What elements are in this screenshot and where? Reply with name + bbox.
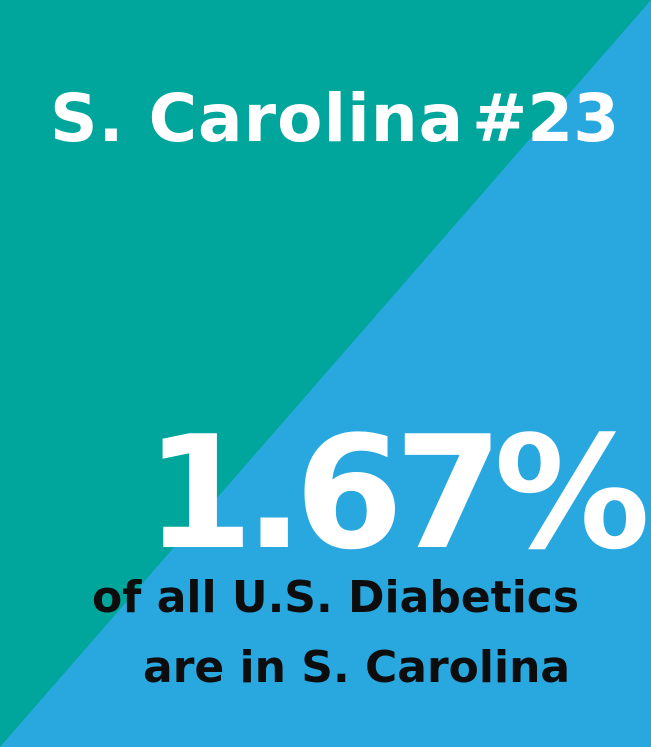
caption-line-2: are in S. Carolina — [143, 642, 571, 693]
diabetics-percentage-value: 1.67% — [145, 402, 650, 584]
state-rank-label: #23 — [472, 80, 620, 157]
caption-line-1: of all U.S. Diabetics — [92, 572, 580, 623]
state-name-heading: S. Carolina — [50, 80, 465, 157]
